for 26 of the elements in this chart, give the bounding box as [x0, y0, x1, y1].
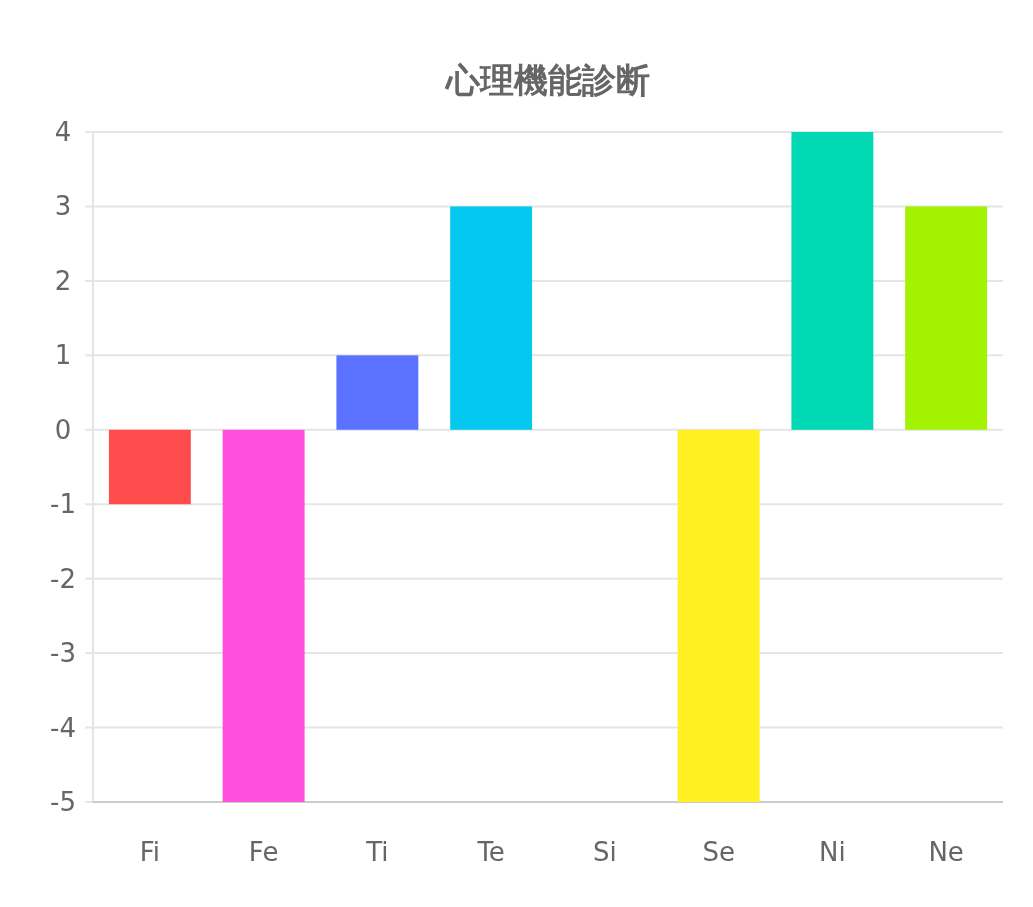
chart-title: 心理機能診断: [444, 60, 650, 100]
x-tick-label: Fi: [139, 837, 161, 867]
x-tick-label: Fe: [248, 837, 279, 867]
y-tick-label: 4: [54, 117, 72, 147]
x-tick-label: Ni: [819, 837, 846, 867]
y-tick-label: -2: [50, 563, 76, 594]
x-tick-label: Ti: [365, 837, 389, 867]
bar: [450, 206, 533, 430]
y-tick-label: 2: [54, 265, 72, 296]
y-tick-label: -3: [50, 638, 76, 669]
x-tick-label: Si: [593, 837, 617, 867]
bar: [905, 206, 988, 430]
bar: [222, 429, 305, 802]
y-tick-label: -1: [50, 489, 76, 520]
y-tick-label: -5: [50, 787, 76, 817]
bar: [677, 429, 760, 802]
y-tick-label: -4: [50, 712, 76, 743]
x-tick-label: Te: [476, 837, 505, 867]
x-tick-label: Ne: [928, 837, 964, 867]
bar: [791, 132, 874, 430]
bar: [336, 355, 419, 430]
y-tick-label: 0: [54, 414, 72, 445]
bar: [108, 429, 191, 505]
y-tick-label: 3: [54, 191, 72, 222]
y-tick-label: 1: [54, 340, 72, 371]
x-tick-label: Se: [702, 837, 735, 867]
